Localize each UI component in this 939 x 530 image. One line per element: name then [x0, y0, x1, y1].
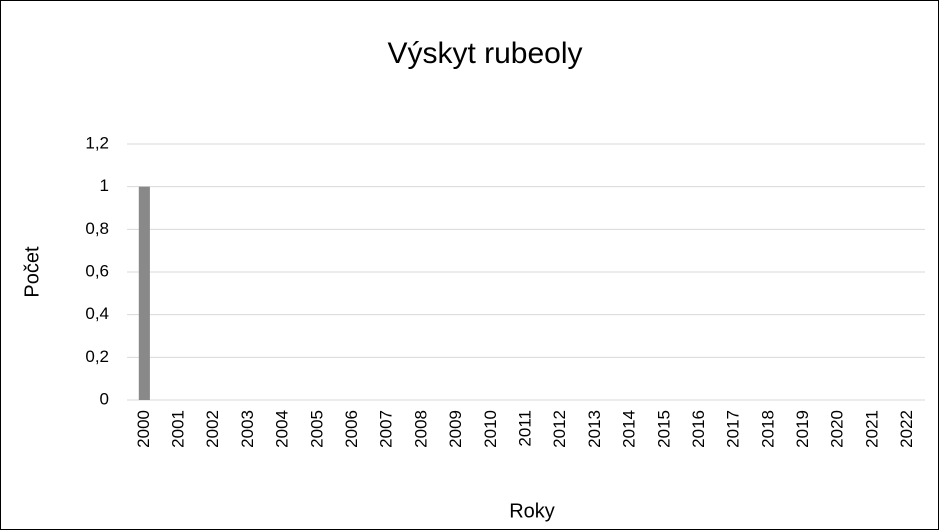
x-tick-label: 2011	[515, 410, 534, 447]
x-tick-label: 2008	[411, 410, 430, 448]
x-tick-label: 2022	[897, 410, 916, 448]
x-tick-label: 2001	[169, 410, 188, 448]
x-tick-label: 2006	[342, 410, 361, 448]
x-tick-label: 2005	[307, 410, 326, 448]
y-tick-label: 0,4	[85, 304, 109, 323]
x-tick-label: 2021	[862, 410, 881, 448]
x-tick-label: 2012	[550, 410, 569, 448]
y-tick-label: 0	[100, 389, 109, 408]
x-tick-label: 2003	[238, 410, 257, 448]
x-tick-label: 2007	[377, 410, 396, 448]
y-tick-label: 0,2	[85, 347, 109, 366]
x-tick-label: 2019	[793, 410, 812, 448]
x-tick-label: 2000	[134, 410, 153, 448]
x-axis-label: Roky	[509, 500, 555, 522]
x-tick-label: 2020	[828, 410, 847, 448]
chart-title: Výskyt rubeoly	[387, 37, 582, 70]
y-tick-label: 0,6	[85, 261, 109, 280]
x-tick-label: 2017	[724, 410, 743, 448]
x-tick-label: 2004	[273, 410, 292, 448]
y-tick-label: 1	[100, 176, 109, 195]
y-axis-label: Počet	[21, 246, 43, 298]
x-tick-label: 2013	[585, 410, 604, 448]
y-tick-label: 0,8	[85, 219, 109, 238]
x-tick-label: 2009	[446, 410, 465, 448]
x-tick-label: 2014	[620, 410, 639, 448]
x-tick-label: 2010	[481, 410, 500, 448]
x-tick-label: 2002	[203, 410, 222, 448]
x-tick-label: 2018	[758, 410, 777, 448]
y-tick-label: 1,2	[85, 133, 109, 152]
x-tick-label: 2015	[654, 410, 673, 448]
bar	[138, 186, 150, 400]
x-tick-label: 2016	[689, 410, 708, 448]
